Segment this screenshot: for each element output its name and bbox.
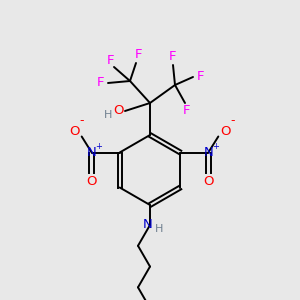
Text: F: F — [183, 104, 191, 118]
Text: H: H — [155, 224, 163, 234]
Text: N: N — [203, 146, 213, 159]
Text: O: O — [114, 104, 124, 118]
Text: +: + — [95, 142, 102, 151]
Text: O: O — [203, 175, 214, 188]
Text: H: H — [104, 110, 112, 120]
Text: F: F — [134, 49, 142, 62]
Text: N: N — [143, 218, 153, 232]
Text: F: F — [197, 70, 205, 83]
Text: F: F — [106, 55, 114, 68]
Text: O: O — [86, 175, 97, 188]
Text: F: F — [97, 76, 105, 89]
Text: F: F — [169, 50, 177, 64]
Text: O: O — [220, 125, 231, 138]
Text: N: N — [87, 146, 97, 159]
Text: O: O — [69, 125, 80, 138]
Text: -: - — [230, 114, 235, 127]
Text: -: - — [80, 114, 84, 127]
Text: +: + — [212, 142, 219, 151]
